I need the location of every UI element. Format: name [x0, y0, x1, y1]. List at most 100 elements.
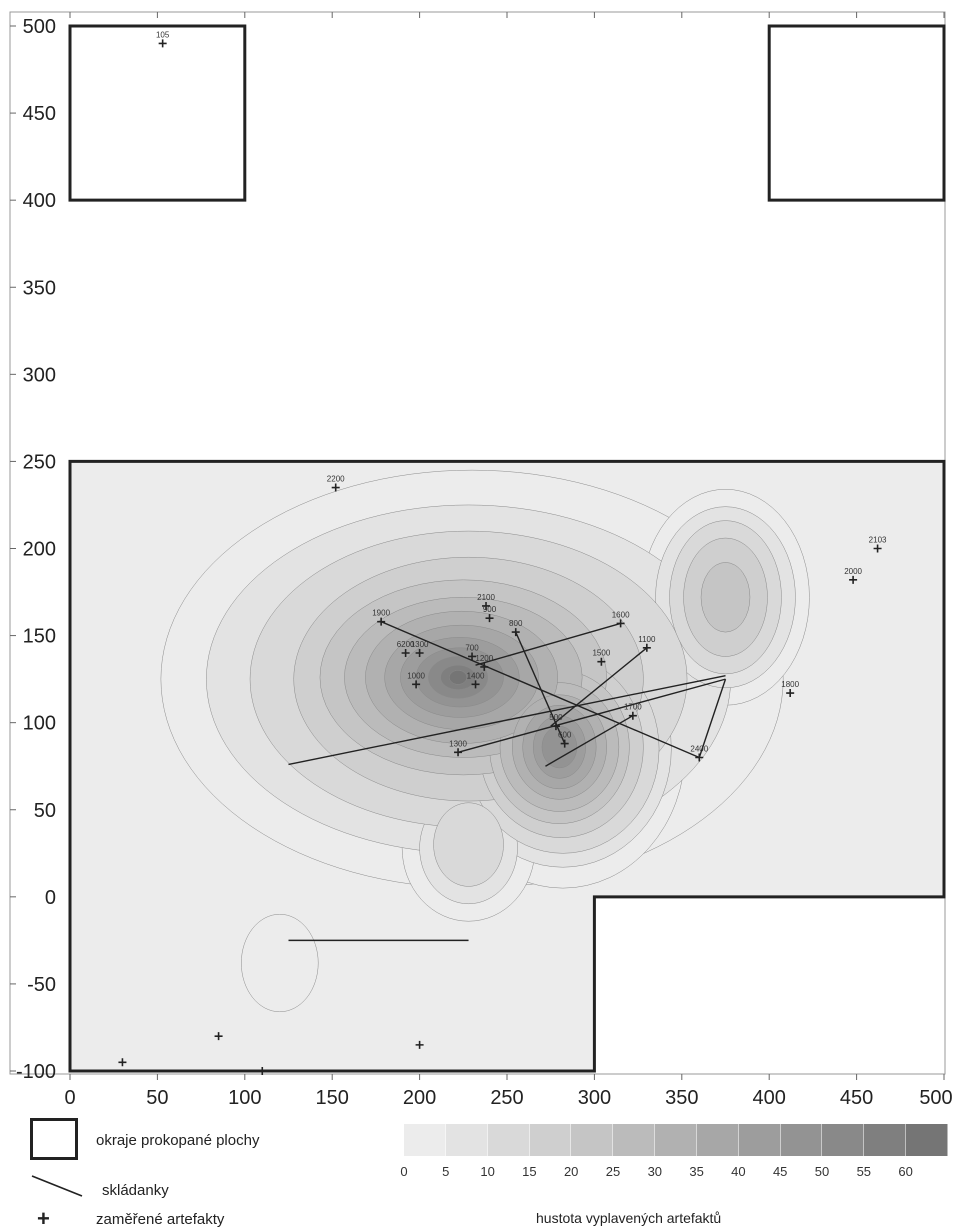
- density-scale-tick-3: 15: [522, 1164, 537, 1179]
- artifact-marker-7: [511, 628, 520, 637]
- x-tick-label-5: 250: [490, 1087, 523, 1109]
- density-scale-swatch-1: [445, 1124, 488, 1156]
- refit-line-0: [380, 621, 700, 759]
- artifact-marker-21: [454, 748, 463, 757]
- artifact-marker-8: [616, 619, 625, 628]
- x-tick-label-1: 50: [146, 1087, 168, 1109]
- density-scale-ticks: 0 5 10 15 20 25 30 35 40 45 50 55 60: [392, 1164, 922, 1182]
- density-scale-swatch-12: [906, 1124, 948, 1156]
- density-scale-title: hustota vyplavených artefaktů: [536, 1210, 722, 1226]
- excavation-border-1: [767, 24, 946, 202]
- density-scale-tick-5: 25: [605, 1164, 621, 1179]
- density-scale-tick-1: 5: [442, 1164, 450, 1179]
- artifact-marker-4: [377, 617, 386, 626]
- artifact-marker-1: [331, 483, 340, 492]
- y-tick-label-12: -100: [16, 1061, 56, 1083]
- density-level-2-patch-3: [433, 802, 504, 887]
- artifact-label-2: 2103: [869, 536, 887, 545]
- density-scale-swatch-8: [738, 1124, 781, 1156]
- artifact-marker-0: [158, 39, 167, 48]
- density-contours: [70, 461, 944, 1071]
- artifact-marker-5: [482, 601, 491, 610]
- y-tick-label-8: 100: [23, 713, 56, 735]
- y-tick-label-11: -50: [27, 974, 56, 996]
- artifact-marker-14: [597, 657, 606, 666]
- artifact-marker-25: [118, 1058, 127, 1067]
- density-scale-tick-9: 45: [772, 1164, 788, 1179]
- x-tick-label-9: 450: [840, 1087, 873, 1109]
- artifact-marker-16: [471, 680, 480, 689]
- artifact-label-18: 1700: [624, 703, 642, 712]
- legend-cross-icon: +: [37, 1206, 50, 1231]
- artifact-label-10: 6200: [397, 640, 415, 649]
- artifact-label-13: 1200: [475, 654, 493, 663]
- density-scale-swatch-2: [487, 1124, 530, 1156]
- artifact-marker-13: [480, 662, 489, 671]
- artifact-label-19: 500: [549, 713, 563, 722]
- density-scale-tick-0: 0: [400, 1164, 408, 1179]
- artifact-marker-2: [873, 544, 882, 553]
- artifact-marker-6: [485, 614, 494, 623]
- excavation-borders: [68, 24, 946, 1073]
- x-tick-label-3: 150: [316, 1087, 349, 1109]
- artifact-label-11: 1300: [411, 640, 429, 649]
- y-tick-label-3: 350: [23, 277, 56, 299]
- excavation-border-2: [68, 459, 946, 1073]
- density-scale-swatch-3: [529, 1124, 572, 1156]
- artifact-label-9: 1100: [638, 635, 656, 644]
- artifact-label-0: 105: [156, 30, 170, 39]
- artifact-marker-23: [214, 1032, 223, 1041]
- artifact-marker-24: [415, 1040, 424, 1049]
- density-scale-swatch-4: [571, 1124, 614, 1156]
- density-scale-swatch-10: [822, 1124, 865, 1156]
- density-color-scale: [404, 1124, 948, 1156]
- density-scale-tick-12: 60: [898, 1164, 913, 1179]
- artifact-marker-22: [695, 753, 704, 762]
- artifact-label-16: 1400: [467, 671, 485, 680]
- legend-refits-label: skládanky: [102, 1182, 169, 1199]
- artifact-marker-20: [560, 739, 569, 748]
- artifact-label-14: 1500: [592, 649, 610, 658]
- density-scale-swatch-7: [696, 1124, 739, 1156]
- artifact-markers: 105 2200 2103 2000 1900 2100 900 800 1600 1100 620…: [118, 30, 887, 1075]
- y-tick-label-9: 50: [34, 800, 56, 822]
- density-level-4-patch-2: [700, 562, 751, 633]
- density-scale-tick-10: 50: [814, 1164, 830, 1179]
- artifact-marker-10: [401, 649, 410, 657]
- y-tick-label-7: 150: [23, 626, 56, 648]
- density-level-0-patch-4: [241, 914, 319, 1013]
- density-scale-tick-2: 10: [480, 1164, 495, 1179]
- density-scale-swatch-9: [780, 1124, 823, 1156]
- artifact-label-5: 2100: [477, 593, 495, 602]
- density-scale-swatch-0: [404, 1124, 446, 1156]
- x-tick-label-7: 350: [665, 1087, 698, 1109]
- density-level-12-patch-0: [449, 670, 468, 685]
- refit-line-5: [550, 647, 648, 727]
- legend-areas-label: okraje prokopané plochy: [96, 1132, 260, 1149]
- y-tick-label-6: 200: [23, 539, 56, 561]
- y-tick-label-2: 400: [23, 190, 56, 212]
- artifact-label-3: 2000: [844, 567, 862, 576]
- artifact-label-1: 2200: [327, 475, 345, 484]
- x-tick-label-6: 300: [578, 1087, 611, 1109]
- y-tick-label-0: 500: [23, 16, 56, 38]
- artifact-label-4: 1900: [372, 609, 390, 618]
- density-scale-tick-8: 40: [731, 1164, 746, 1179]
- density-scale-tick-11: 55: [856, 1164, 872, 1179]
- artifact-marker-26: [258, 1067, 267, 1075]
- artifact-marker-17: [786, 689, 795, 698]
- density-scale-swatch-11: [864, 1124, 907, 1156]
- legend-artifacts-label: zaměřené artefakty: [96, 1211, 225, 1228]
- artifact-marker-3: [849, 575, 858, 584]
- artifact-label-17: 1800: [781, 680, 799, 689]
- y-tick-label-1: 450: [23, 103, 56, 125]
- density-scale-tick-6: 30: [647, 1164, 663, 1179]
- x-tick-label-0: 0: [64, 1087, 75, 1109]
- artifact-label-15: 1000: [407, 671, 425, 680]
- artifact-label-22: 2400: [690, 745, 708, 754]
- density-scale-tick-4: 20: [563, 1164, 579, 1179]
- refit-line-3: [288, 674, 726, 766]
- y-tick-label-10: 0: [45, 887, 56, 909]
